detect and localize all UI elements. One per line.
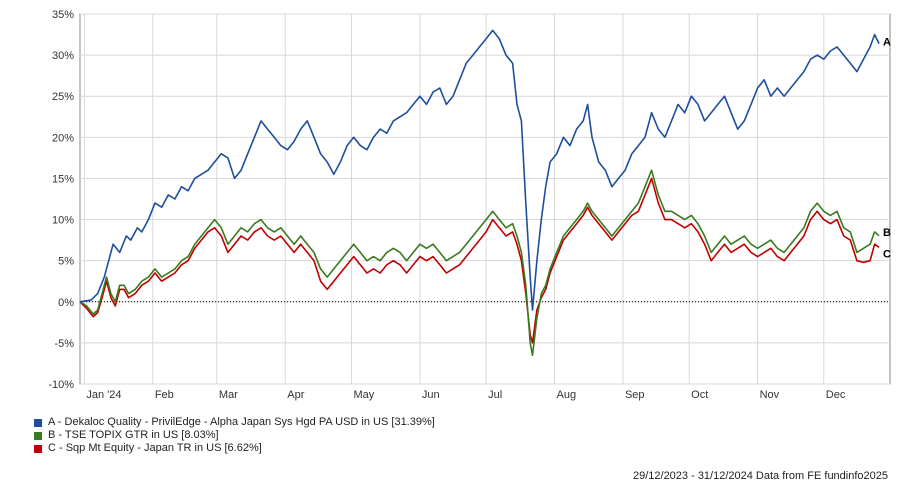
y-tick-label: 5% [58,256,74,268]
y-tick-label: 35% [52,9,74,21]
legend-item-c: C - Sqp Mt Equity - Japan TR in US [6.62… [34,442,435,455]
series-lines [79,29,880,357]
y-tick-label: 15% [52,173,74,185]
legend-label-c: C - Sqp Mt Equity - Japan TR in US [6.62… [48,442,262,454]
y-tick-label: 30% [52,50,74,62]
line-chart: -10% -5% 0% 5% 10% 15% 20% 25% 30% 35% Jan '24 Feb… [48,9,891,401]
legend-item-a: A - Dekaloc Quality - PrivilEdge - Alpha… [34,416,435,429]
legend-swatch-b [34,431,42,440]
plot-area [79,13,891,385]
x-tick-label: Mar [219,389,238,401]
legend-swatch-c [34,444,42,453]
x-tick-label: Nov [760,389,780,401]
y-tick-label: 10% [52,215,74,227]
x-tick-label: Aug [557,389,577,401]
legend-item-b: B - TSE TOPIX GTR in US [8.03%] [34,429,435,442]
x-axis-ticks: Jan '24 Feb Mar Apr May Jun Jul Aug Sep Oct Nov Dec [86,389,845,401]
end-label-b: B [883,227,891,239]
y-axis-ticks: -10% -5% 0% 5% 10% 15% 20% 25% 30% 35% [48,9,74,391]
y-tick-label: 20% [52,132,74,144]
y-tick-label: 0% [58,297,74,309]
footer-source: 29/12/2023 - 31/12/2024 Data from FE fun… [632,470,888,482]
x-tick-label: Sep [625,389,645,401]
x-tick-label: Dec [826,389,846,401]
legend-swatch-a [34,418,42,427]
end-label-a: A [883,37,891,49]
y-tick-label: -5% [54,338,74,350]
y-tick-label: -10% [48,379,74,391]
legend-label-b: B - TSE TOPIX GTR in US [8.03%] [48,429,219,441]
x-tick-label: Jun [422,389,440,401]
x-tick-label: Jan '24 [86,389,121,401]
grid-lines [80,13,890,385]
end-label-c: C [883,248,891,260]
series-line-b [79,169,880,357]
series-line-a [79,29,880,311]
y-tick-label: 25% [52,91,74,103]
series-line-c [79,177,880,344]
legend: A - Dekaloc Quality - PrivilEdge - Alpha… [34,416,435,455]
x-tick-label: Feb [155,389,174,401]
x-tick-label: Apr [287,389,304,401]
x-tick-label: Jul [488,389,502,401]
x-tick-label: Oct [691,389,708,401]
legend-label-a: A - Dekaloc Quality - PrivilEdge - Alpha… [48,416,435,428]
x-tick-label: May [353,389,374,401]
series-end-labels: A BC [883,37,891,261]
